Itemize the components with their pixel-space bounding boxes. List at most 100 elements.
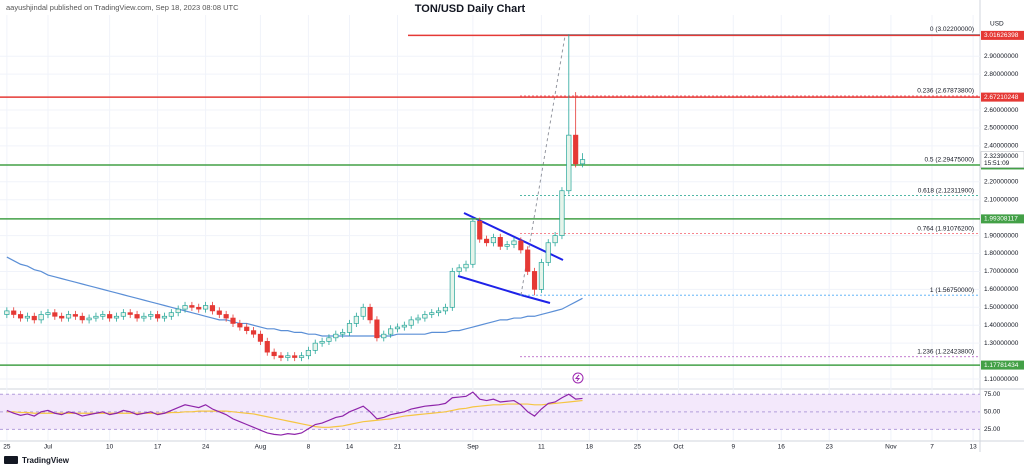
currency: USD xyxy=(990,21,1004,28)
candle-body xyxy=(45,312,51,315)
flag-line xyxy=(457,275,522,296)
grid xyxy=(0,15,980,440)
candle-body xyxy=(244,326,250,331)
candle-body xyxy=(456,267,462,272)
x-tick-label: Aug xyxy=(255,444,267,451)
candle-body xyxy=(436,310,442,314)
candle-body xyxy=(113,315,120,319)
candle-body xyxy=(59,315,65,319)
event-icon xyxy=(574,374,581,382)
rsi-line xyxy=(6,391,583,436)
x-tick-label: Jul xyxy=(44,444,53,451)
x-tick-label: 21 xyxy=(394,444,402,451)
candle-body xyxy=(250,330,257,335)
countdown: 15:51:09 xyxy=(984,160,1010,167)
candle-body xyxy=(216,310,222,315)
level-tag: 3.01626398 xyxy=(984,32,1019,39)
y-tick-label: 2.40000000 xyxy=(984,143,1019,150)
chart-title: TON/USD Daily Chart xyxy=(415,3,526,15)
candle-body xyxy=(189,305,195,308)
candle-body xyxy=(209,305,216,312)
candle-body xyxy=(408,319,414,326)
candle-body xyxy=(340,332,346,335)
candle-body xyxy=(477,220,483,240)
x-tick-label: 25 xyxy=(634,444,642,451)
candle-body xyxy=(573,134,579,165)
candle-body xyxy=(346,323,353,333)
candle-body xyxy=(264,341,270,353)
candle-body xyxy=(333,333,339,339)
x-tick-label: Oct xyxy=(673,444,683,451)
candle-body xyxy=(326,337,332,342)
candle-body xyxy=(31,315,37,321)
candle-body xyxy=(203,305,209,310)
candle-body xyxy=(538,262,544,290)
x-tick-label: 23 xyxy=(826,444,834,451)
y-tick-label: 1.70000000 xyxy=(984,268,1019,275)
level-tag-bg xyxy=(981,214,1024,224)
candle-body xyxy=(545,242,551,263)
rsi-tick-label: 75.00 xyxy=(984,391,1001,398)
y-tick-label: 1.60000000 xyxy=(984,286,1019,293)
candle-body xyxy=(449,271,455,308)
candle-body xyxy=(38,314,44,321)
candle-body xyxy=(11,310,17,315)
candle-body xyxy=(566,134,572,192)
y-tick-label: 2.50000000 xyxy=(984,125,1019,132)
candle-body xyxy=(65,314,72,319)
x-tick-label: 10 xyxy=(106,444,114,451)
event-icon xyxy=(572,372,584,384)
candle-body xyxy=(463,263,469,269)
y-tick-label: 1.30000000 xyxy=(984,340,1019,347)
fib-label: 0.764 (1.91076200) xyxy=(917,225,974,232)
x-tick-label: 18 xyxy=(586,444,594,451)
candle-body xyxy=(518,240,524,251)
candle-body xyxy=(559,190,565,236)
candle-body xyxy=(483,238,490,244)
flag-line xyxy=(520,294,551,304)
candle-body xyxy=(415,317,421,321)
candle-body xyxy=(17,314,24,319)
candle-body xyxy=(394,326,401,330)
x-tick-label: 9 xyxy=(731,444,735,451)
candle-body xyxy=(196,306,202,310)
level-tag: 1.99308117 xyxy=(984,216,1018,223)
moving-average xyxy=(6,256,583,337)
candle-body xyxy=(497,237,503,247)
candle-body xyxy=(401,324,407,328)
y-tick-label: 1.40000000 xyxy=(984,322,1019,329)
candle-body xyxy=(230,317,236,324)
x-tick-label: 25 xyxy=(3,444,11,451)
x-tick-label: 7 xyxy=(930,444,934,451)
level-tag-bg xyxy=(981,92,1024,102)
candle-body xyxy=(237,323,243,328)
y-tick-label: 2.80000000 xyxy=(984,71,1019,78)
byline: aayushjindal published on TradingView.co… xyxy=(6,3,239,12)
candle-body xyxy=(319,341,325,344)
level-tag-bg xyxy=(981,360,1024,370)
rsi-ma-line xyxy=(6,399,583,428)
candle-body xyxy=(155,314,161,319)
candle-body xyxy=(490,237,497,244)
x-tick-label: Sep xyxy=(467,444,479,451)
y-tick-label: 1.80000000 xyxy=(984,250,1019,257)
candle-body xyxy=(161,315,168,319)
candle-body xyxy=(182,305,188,310)
candle-body xyxy=(531,271,538,290)
candle-body xyxy=(388,328,394,335)
level-tag-bg xyxy=(981,30,1024,40)
x-tick-label: 24 xyxy=(202,444,210,451)
rsi-tick-label: 25.00 xyxy=(984,426,1001,433)
brand-logo xyxy=(4,456,18,464)
candle-body xyxy=(381,333,387,339)
candle-body xyxy=(271,351,277,357)
fib-label: 0.5 (2.29475000) xyxy=(924,157,974,164)
candle-body xyxy=(127,312,133,315)
candle-body xyxy=(552,235,558,244)
y-tick-label: 2.90000000 xyxy=(984,53,1019,60)
rsi-tick-label: 50.00 xyxy=(984,409,1001,416)
candle-body xyxy=(511,240,517,245)
x-tick-label: 11 xyxy=(538,444,545,451)
candle-body xyxy=(72,314,78,317)
